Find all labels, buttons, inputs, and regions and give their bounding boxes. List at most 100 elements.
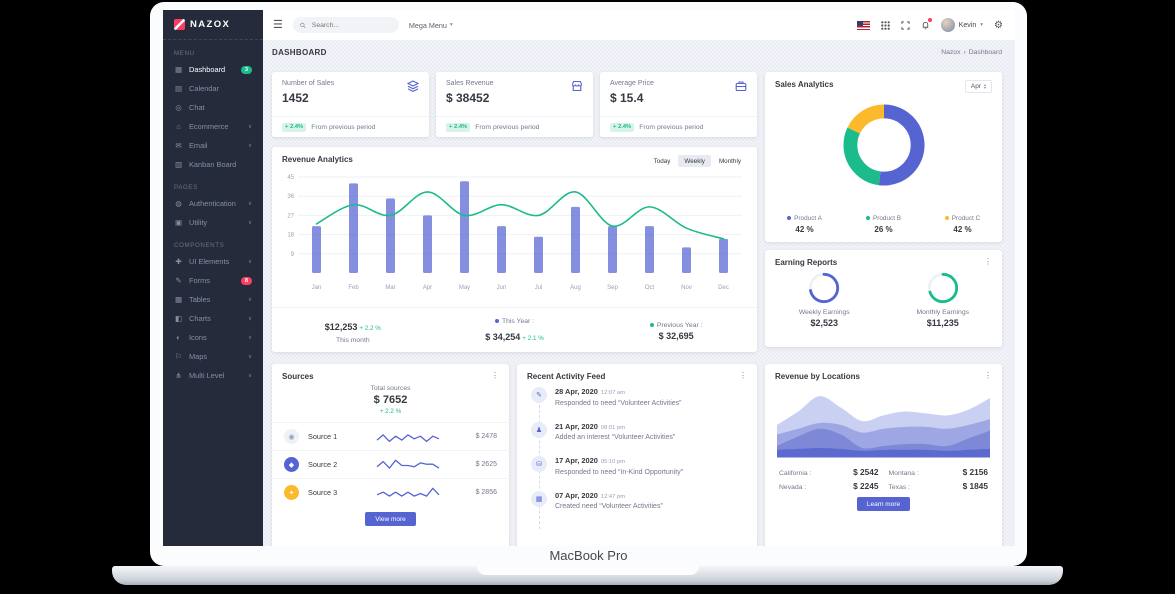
legend-percent: 42 %	[795, 225, 814, 234]
sidebar-item-ecommerce[interactable]: ⌂ Ecommerce ∨	[163, 117, 263, 136]
legend-item-product-a: Product A 42 %	[765, 215, 844, 234]
search-box[interactable]	[292, 17, 399, 33]
feed-item[interactable]: ▦ 07 Apr, 2020 12:47 pm Created need “Volun…	[531, 490, 747, 526]
kebab-menu-icon[interactable]: ⋮	[984, 257, 992, 266]
feed-item[interactable]: ⛁ 17 Apr, 2020 05:10 pm Responded to need “…	[531, 456, 747, 491]
svg-text:Jan: Jan	[312, 285, 322, 291]
settings-gear-icon[interactable]: ⚙	[994, 19, 1003, 31]
sidebar-item-label: Maps	[189, 352, 208, 361]
macbook-base	[112, 566, 1063, 585]
sidebar-item-ui-elements[interactable]: ✚ UI Elements ∨	[163, 252, 263, 271]
activity-feed-list: ✎ 28 Apr, 2020 12:07 am Responded to need “…	[531, 387, 747, 529]
fullscreen-icon[interactable]	[901, 20, 910, 30]
location-label: Texas :	[888, 484, 911, 491]
dashboard-app: NAZOX MENU ▦ Dashboard 3 ▤ Calendar ◎ Chat ⌂ Ecom…	[163, 10, 1015, 546]
source-sparkline	[352, 484, 463, 502]
sidebar-item-email[interactable]: ✉ Email ∨	[163, 136, 263, 155]
pencil-icon: ✎	[531, 387, 547, 403]
kebab-menu-icon[interactable]: ⋮	[491, 371, 499, 380]
legend-dot	[865, 216, 870, 220]
this-year-delta: + 2.1 %	[522, 334, 544, 342]
sidebar-item-utility[interactable]: ▣ Utility ∨	[163, 213, 263, 232]
chevron-down-icon: ∨	[247, 258, 252, 265]
svg-text:Nov: Nov	[681, 285, 692, 291]
sidebar-item-badge: 8	[241, 276, 252, 285]
stat-card-note: From previous period	[475, 123, 540, 131]
chevron-down-icon: ∨	[247, 334, 252, 341]
sidebar-item-authentication[interactable]: ◍ Authentication ∨	[163, 194, 263, 213]
location-stat-montana-: Montana : $ 2156	[889, 467, 989, 477]
sidebar-item-maps[interactable]: ⚐ Maps ∨	[163, 347, 263, 366]
breadcrumb: Nazox › Dashboard	[941, 49, 1002, 56]
legend-dot	[944, 216, 949, 220]
range-button-today[interactable]: Today	[653, 157, 671, 165]
source-sparkline	[352, 428, 463, 446]
stat-card-value: $ 15.4	[610, 91, 644, 105]
location-value: $ 2156	[962, 467, 988, 477]
legend-percent: 26 %	[874, 225, 893, 234]
feed-item[interactable]: ♟ 21 Apr, 2020 08:01 pm Added an interest “…	[531, 421, 747, 457]
svg-text:18: 18	[287, 233, 294, 239]
source-name: Source 1	[308, 432, 338, 441]
source-value: $ 2625	[475, 461, 497, 468]
stat-card-sales-revenue: Sales Revenue $ 38452 + 2.4% From previo…	[436, 72, 593, 137]
sidebar-item-kanban-board[interactable]: ▥ Kanban Board	[163, 155, 263, 174]
sidebar: NAZOX MENU ▦ Dashboard 3 ▤ Calendar ◎ Chat ⌂ Ecom…	[163, 10, 263, 546]
sidebar-item-charts[interactable]: ◧ Charts ∨	[163, 309, 263, 328]
language-flag-icon[interactable]	[856, 20, 870, 30]
legend-percent: 42 %	[953, 225, 972, 234]
sidebar-item-label: Email	[189, 141, 208, 150]
notifications-bell-icon[interactable]	[921, 18, 932, 30]
search-input[interactable]	[309, 20, 392, 30]
range-button-weekly[interactable]: Weekly	[678, 155, 711, 167]
sidebar-item-forms[interactable]: ✎ Forms 8	[163, 271, 263, 290]
total-sources-label: Total sources	[370, 385, 411, 392]
apps-grid-icon[interactable]	[880, 20, 890, 30]
breadcrumb-root[interactable]: Nazox	[941, 49, 961, 56]
sidebar-item-tables[interactable]: ▦ Tables ∨	[163, 290, 263, 309]
stat-card-title: Number of Sales	[282, 80, 335, 87]
user-menu[interactable]: Kevin ▾	[940, 18, 983, 32]
sidebar-item-calendar[interactable]: ▤ Calendar	[163, 79, 263, 98]
sidebar-item-label: Ecommerce	[189, 122, 229, 131]
location-stat-nevada-: Nevada : $ 2245	[779, 481, 879, 491]
learn-more-button[interactable]: Learn more	[856, 497, 911, 511]
macbook-screen: NAZOX MENU ▦ Dashboard 3 ▤ Calendar ◎ Chat ⌂ Ecom…	[150, 2, 1027, 566]
sidebar-item-dashboard[interactable]: ▦ Dashboard 3	[163, 60, 263, 79]
svg-text:Mar: Mar	[385, 285, 395, 291]
mega-menu[interactable]: Mega Menu ▾	[409, 21, 453, 30]
charts-icon: ◧	[174, 314, 183, 323]
maps-icon: ⚐	[175, 352, 182, 361]
feed-date: 17 Apr, 2020 05:10 pm	[555, 456, 626, 465]
locations-area-chart	[777, 396, 990, 458]
feed-item[interactable]: ✎ 28 Apr, 2020 12:07 am Responded to need “…	[531, 387, 747, 422]
stat-card-title: Average Price	[610, 80, 654, 87]
range-button-monthly[interactable]: Monthly	[718, 157, 741, 165]
svg-text:Feb: Feb	[348, 285, 359, 291]
source-row-source-1[interactable]: ◉ Source 1 $ 2478	[272, 422, 509, 450]
sidebar-item-badge: 3	[241, 65, 252, 74]
store-icon	[571, 80, 583, 105]
period-select[interactable]: Apr ▴ ▾	[964, 80, 992, 93]
stat-card-average-price: Average Price $ 15.4 + 2.4% From prev	[600, 72, 757, 137]
location-label: Montana :	[888, 470, 919, 477]
mega-menu-label: Mega Menu	[408, 20, 447, 30]
sidebar-item-chat[interactable]: ◎ Chat	[163, 98, 263, 117]
sidebar-section-label: PAGES	[174, 184, 198, 191]
radial-chart	[927, 272, 958, 304]
view-more-button[interactable]: View more	[365, 512, 416, 526]
menu-toggle-icon[interactable]: ☰	[273, 18, 283, 31]
main-content: DASHBOARD Nazox › Dashboard Number of Sa…	[263, 40, 1015, 546]
source-row-source-2[interactable]: ◆ Source 2 $ 2625	[272, 450, 509, 478]
kebab-menu-icon[interactable]: ⋮	[739, 371, 747, 380]
source-row-source-3[interactable]: ✦ Source 3 $ 2856	[272, 478, 509, 506]
sidebar-item-icons[interactable]: ◐ Icons ∨	[163, 328, 263, 347]
logo[interactable]: NAZOX	[163, 10, 263, 40]
sidebar-section-label: COMPONENTS	[174, 242, 225, 249]
kebab-menu-icon[interactable]: ⋮	[984, 371, 992, 380]
sidebar-item-multi-level[interactable]: ⋔ Multi Level ∨	[163, 366, 263, 385]
panel-title: Recent Activity Feed	[527, 372, 606, 381]
chevron-down-icon: ∨	[247, 123, 252, 130]
radial-chart	[809, 272, 840, 304]
